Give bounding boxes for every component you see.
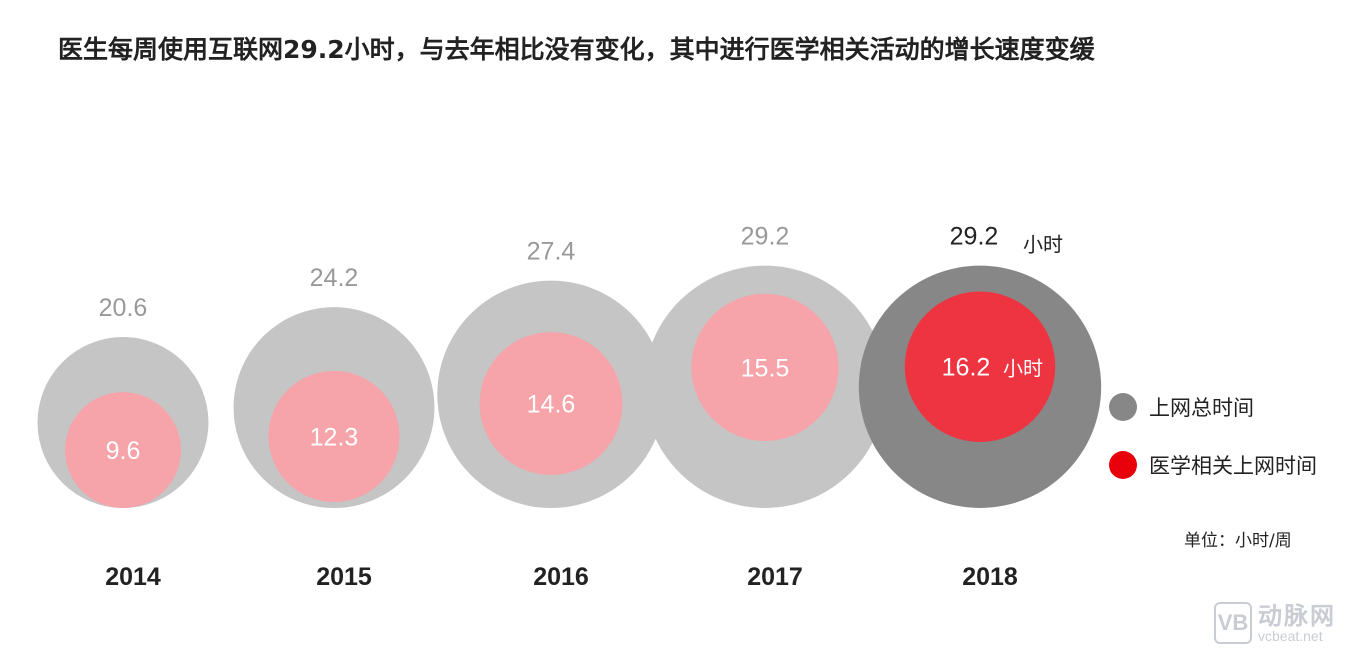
total-value-label-2015: 24.2 bbox=[310, 264, 359, 292]
total-value-label-2017: 29.2 bbox=[741, 223, 790, 251]
watermark-logo: VB 动脉网 vcbeat.net bbox=[1214, 602, 1336, 644]
medical-value-label-2015: 12.3 bbox=[310, 423, 359, 451]
legend-label-medical: 医学相关上网时间 bbox=[1149, 454, 1317, 478]
total-value-label-2018: 29.2 bbox=[950, 223, 999, 251]
medical-value-label-2016: 14.6 bbox=[527, 391, 576, 419]
legend-swatch-total bbox=[1109, 393, 1137, 421]
category-label-2014: 2014 bbox=[105, 563, 161, 591]
legend-item-medical: 医学相关上网时间 bbox=[1109, 450, 1317, 480]
chart-title: 医生每周使用互联网29.2小时，与去年相比没有变化，其中进行医学相关活动的增长速… bbox=[58, 35, 1095, 64]
medical-value-label-2014: 9.6 bbox=[106, 437, 141, 465]
bubble-medical-2017 bbox=[691, 293, 839, 441]
legend-swatch-medical bbox=[1109, 451, 1137, 479]
category-label-2015: 2015 bbox=[316, 563, 372, 591]
category-label-2017: 2017 bbox=[747, 563, 803, 591]
vb-logo-icon: VB bbox=[1214, 602, 1252, 644]
watermark-cn: 动脉网 bbox=[1258, 602, 1336, 630]
bubble-medical-2014 bbox=[65, 392, 181, 509]
bubble-medical-2015 bbox=[268, 370, 400, 502]
legend: 上网总时间 医学相关上网时间 bbox=[1109, 392, 1317, 508]
bubble-medical-2016 bbox=[479, 332, 623, 475]
category-label-2018: 2018 bbox=[962, 563, 1018, 591]
unit-label: 单位：小时/周 bbox=[1184, 531, 1292, 551]
watermark-en: vcbeat.net bbox=[1258, 628, 1323, 644]
bubble-medical-2018 bbox=[904, 291, 1056, 442]
medical-value-label-2017: 15.5 bbox=[741, 354, 790, 382]
total-unit-label: 小时 bbox=[1023, 233, 1063, 257]
legend-label-total: 上网总时间 bbox=[1149, 396, 1254, 420]
medical-value-label-2018: 16.2 bbox=[942, 354, 991, 382]
category-label-2016: 2016 bbox=[533, 563, 589, 591]
medical-unit-label: 小时 bbox=[1003, 357, 1043, 381]
legend-item-total: 上网总时间 bbox=[1109, 392, 1317, 422]
total-value-label-2014: 20.6 bbox=[99, 294, 148, 322]
total-value-label-2016: 27.4 bbox=[527, 238, 576, 266]
